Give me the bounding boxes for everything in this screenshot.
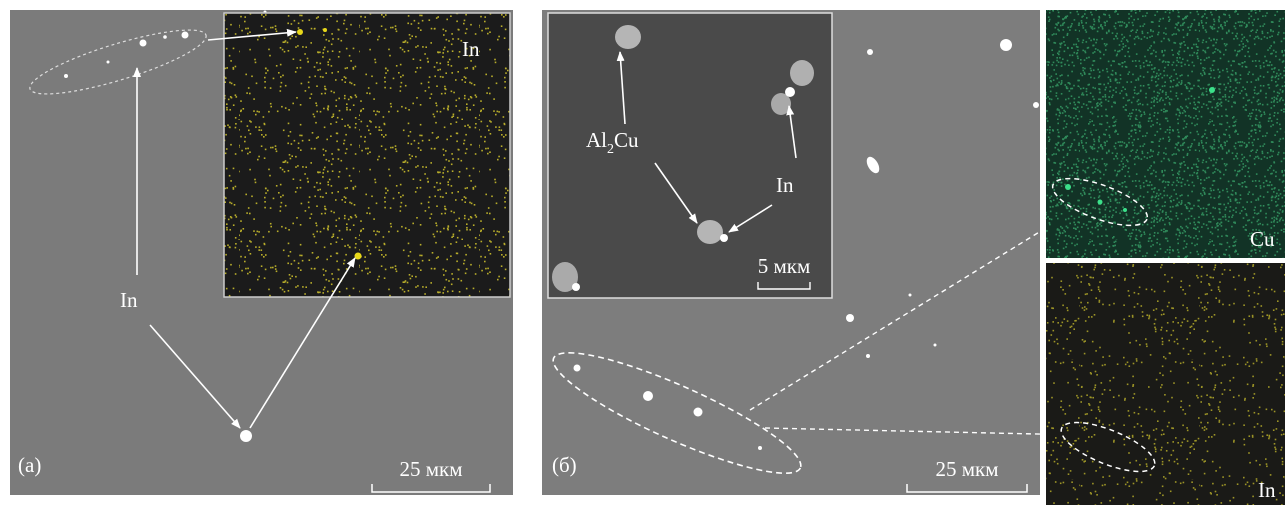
annotation: In <box>120 288 138 312</box>
map-label: In <box>1258 478 1276 502</box>
in-map <box>1046 263 1285 505</box>
scale-bar-label: 25 мкм <box>399 457 462 481</box>
scale-bar-label: 25 мкм <box>935 457 998 481</box>
panel-label: (б) <box>552 453 577 477</box>
scale-bar-label: 5 мкм <box>758 254 811 278</box>
inset-annotation: In <box>776 173 794 197</box>
figure: In In (а) 25 мкм Al2Cu In 5 мкм (б) 25 м… <box>0 0 1285 505</box>
formula-base: Al <box>586 128 607 152</box>
map-label: Cu <box>1250 227 1275 251</box>
cu-map <box>1046 10 1285 258</box>
formula-subscript: 2 <box>607 142 614 157</box>
panel-label: (а) <box>18 453 41 477</box>
inset-label: In <box>462 37 480 61</box>
formula-rest: Cu <box>614 128 639 152</box>
